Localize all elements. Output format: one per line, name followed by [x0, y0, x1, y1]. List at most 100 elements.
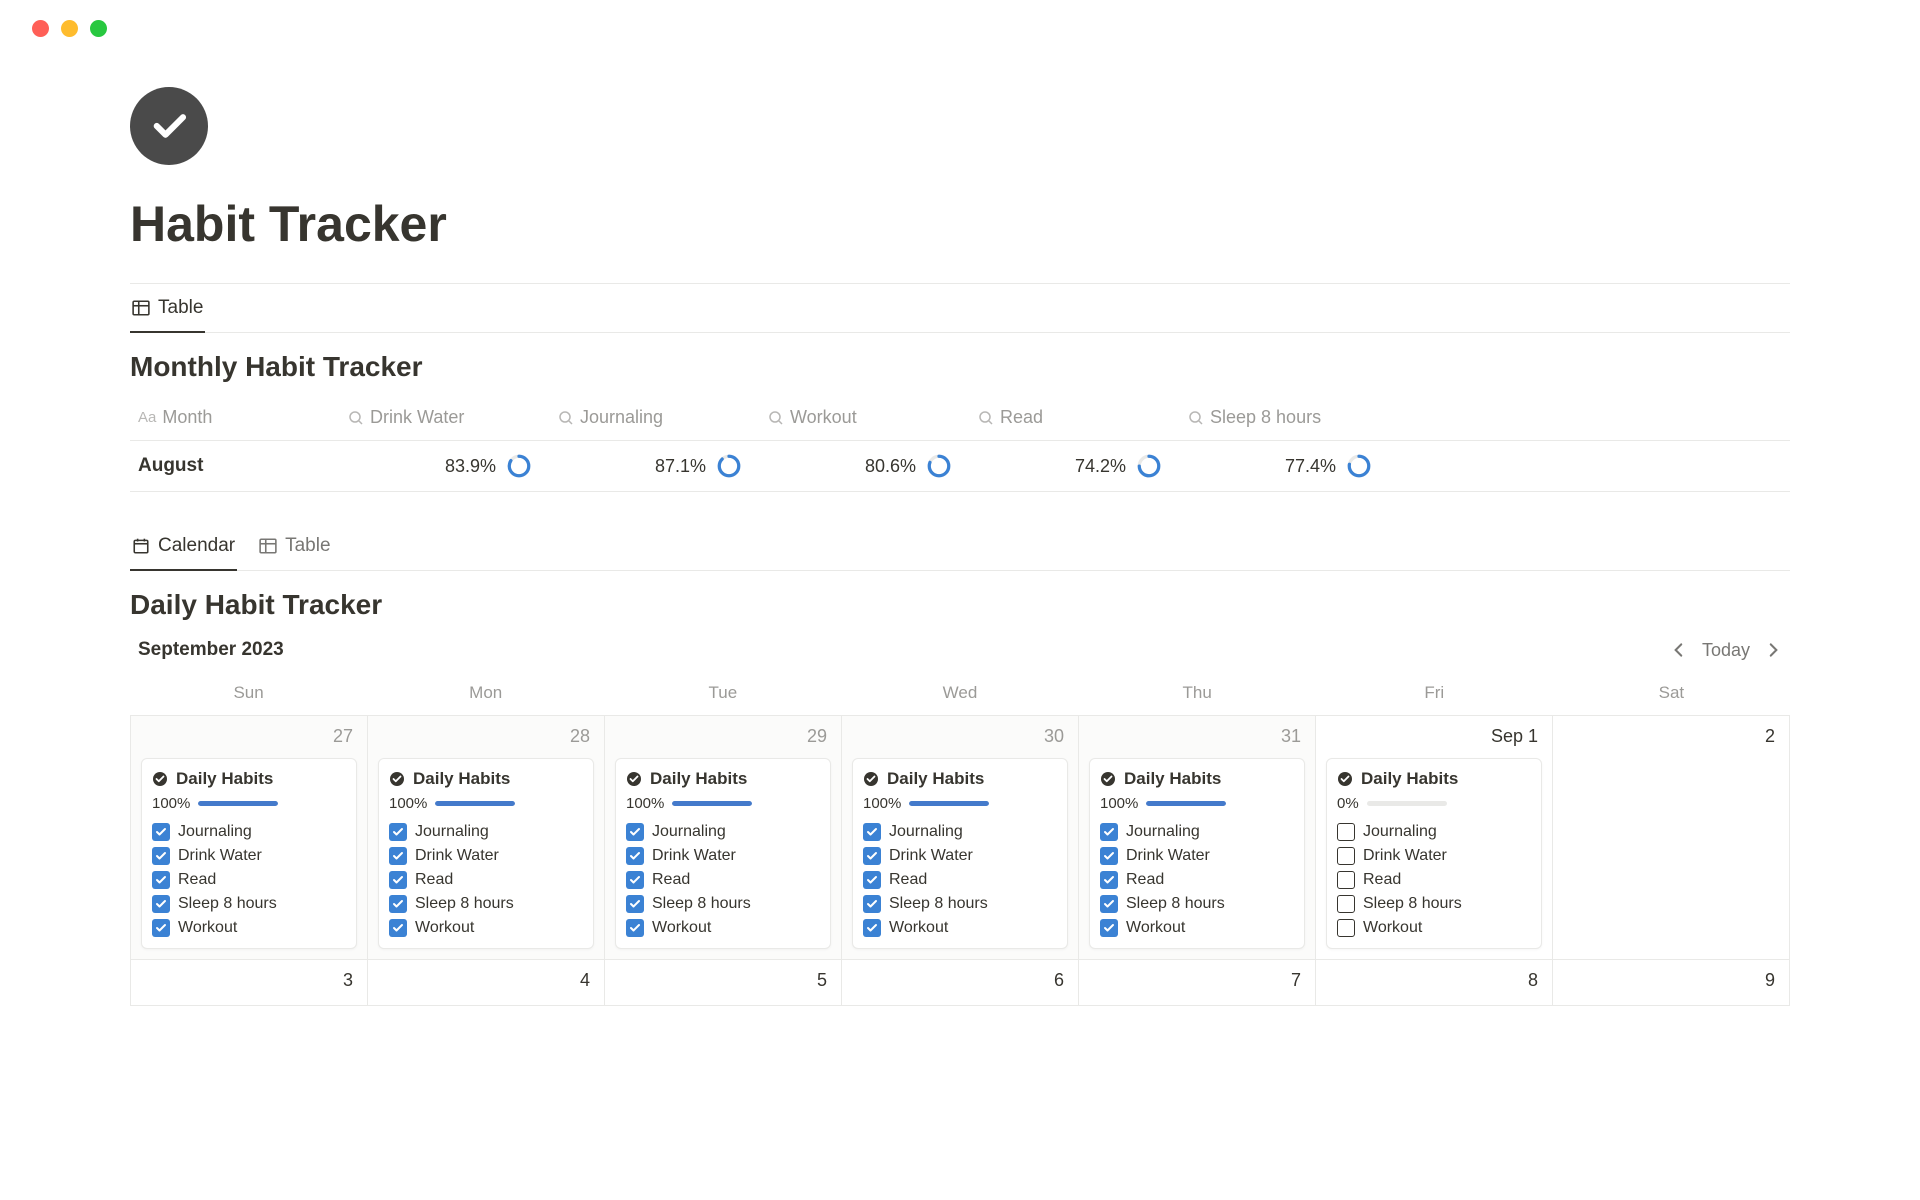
calendar-cell[interactable]: 30 Daily Habits 100% JournalingDrink Wat…: [842, 716, 1079, 960]
date-label: 5: [817, 970, 827, 991]
daily-habits-card[interactable]: Daily Habits 100% JournalingDrink WaterR…: [141, 758, 357, 949]
calendar-cell[interactable]: 3: [131, 960, 368, 1006]
checkbox-checked[interactable]: [1100, 895, 1118, 913]
calendar-cell[interactable]: 7: [1079, 960, 1316, 1006]
calendar-cell[interactable]: 28 Daily Habits 100% JournalingDrink Wat…: [368, 716, 605, 960]
col-workout[interactable]: Workout: [760, 403, 970, 432]
checkbox-unchecked[interactable]: [1337, 847, 1355, 865]
tab-label: Table: [285, 535, 330, 557]
col-read[interactable]: Read: [970, 403, 1180, 432]
checkbox-checked[interactable]: [863, 871, 881, 889]
checkbox-checked[interactable]: [626, 823, 644, 841]
calendar-cell[interactable]: Sep 1 Daily Habits 0% JournalingDrink Wa…: [1316, 716, 1553, 960]
checkbox-checked[interactable]: [1100, 847, 1118, 865]
chevron-left-icon[interactable]: [1670, 641, 1688, 659]
weekday-label: Sun: [130, 677, 367, 709]
calendar-cell[interactable]: 6: [842, 960, 1079, 1006]
habit-label: Sleep 8 hours: [178, 895, 277, 913]
calendar-cell[interactable]: 5: [605, 960, 842, 1006]
weekday-label: Tue: [604, 677, 841, 709]
checkbox-checked[interactable]: [389, 871, 407, 889]
habit-label: Workout: [415, 919, 474, 937]
checkbox-checked[interactable]: [152, 895, 170, 913]
date-label: 30: [1044, 726, 1064, 747]
habit-label: Read: [1363, 871, 1401, 889]
today-button[interactable]: Today: [1702, 640, 1750, 661]
progress-label: 0%: [1337, 795, 1359, 812]
card-title: Daily Habits: [413, 769, 510, 789]
calendar-cell[interactable]: 27 Daily Habits 100% JournalingDrink Wat…: [131, 716, 368, 960]
progress-track: [909, 801, 989, 806]
page-icon[interactable]: [130, 87, 208, 165]
table-icon: [259, 537, 277, 555]
habit-label: Workout: [1363, 919, 1422, 937]
checkbox-unchecked[interactable]: [1337, 895, 1355, 913]
calendar-cell[interactable]: 31 Daily Habits 100% JournalingDrink Wat…: [1079, 716, 1316, 960]
checkbox-checked[interactable]: [1100, 871, 1118, 889]
table-row[interactable]: August 83.9% 87.1% 80.6% 74.2%: [130, 441, 1790, 492]
minimize-window[interactable]: [61, 20, 78, 37]
checkbox-checked[interactable]: [863, 895, 881, 913]
checkbox-checked[interactable]: [1100, 919, 1118, 937]
checkbox-checked[interactable]: [389, 823, 407, 841]
checkbox-checked[interactable]: [626, 919, 644, 937]
card-title: Daily Habits: [176, 769, 273, 789]
date-label: 8: [1528, 970, 1538, 991]
checkbox-checked[interactable]: [863, 823, 881, 841]
checkbox-checked[interactable]: [152, 919, 170, 937]
progress-row: 100%: [152, 795, 346, 812]
checkbox-checked[interactable]: [626, 895, 644, 913]
checkbox-checked[interactable]: [863, 919, 881, 937]
card-header: Daily Habits: [152, 769, 346, 789]
calendar-nav: Today: [1670, 640, 1782, 661]
chevron-right-icon[interactable]: [1764, 641, 1782, 659]
col-label: Workout: [790, 407, 857, 428]
checkbox-unchecked[interactable]: [1337, 919, 1355, 937]
calendar-grid: 2 7 Daily Habits 100% JournalingDrink Wat…: [130, 715, 1790, 1006]
tab-table-daily[interactable]: Table: [257, 523, 332, 571]
daily-habits-card[interactable]: Daily Habits 100% JournalingDrink WaterR…: [615, 758, 831, 949]
calendar-cell[interactable]: 8: [1316, 960, 1553, 1006]
habit-item: Workout: [1337, 916, 1531, 940]
daily-habits-card[interactable]: Daily Habits 0% JournalingDrink WaterRea…: [1326, 758, 1542, 949]
maximize-window[interactable]: [90, 20, 107, 37]
checkbox-checked[interactable]: [152, 847, 170, 865]
checkbox-checked[interactable]: [863, 847, 881, 865]
calendar-cell[interactable]: 9: [1553, 960, 1790, 1006]
calendar-cell[interactable]: 29 Daily Habits 100% JournalingDrink Wat…: [605, 716, 842, 960]
daily-habits-card[interactable]: Daily Habits 100% JournalingDrink WaterR…: [852, 758, 1068, 949]
progress-track: [672, 801, 752, 806]
checkbox-checked[interactable]: [389, 919, 407, 937]
checkbox-checked[interactable]: [626, 847, 644, 865]
close-window[interactable]: [32, 20, 49, 37]
date-label: 2: [1765, 726, 1775, 747]
tab-table-monthly[interactable]: Table: [130, 285, 205, 333]
search-icon: [978, 410, 994, 426]
daily-view-tabs: Calendar Table: [130, 522, 1790, 571]
calendar-month-label: September 2023: [138, 639, 284, 661]
habit-item: Sleep 8 hours: [1100, 892, 1294, 916]
col-month[interactable]: Aa Month: [130, 403, 340, 432]
checkbox-checked[interactable]: [152, 871, 170, 889]
checkbox-checked[interactable]: [389, 895, 407, 913]
col-drink-water[interactable]: Drink Water: [340, 403, 550, 432]
checkbox-checked[interactable]: [1100, 823, 1118, 841]
page-title: Habit Tracker: [130, 195, 1790, 253]
cell-month: August: [130, 451, 340, 481]
checkbox-unchecked[interactable]: [1337, 823, 1355, 841]
habit-item: Drink Water: [1100, 844, 1294, 868]
weekday-label: Thu: [1079, 677, 1316, 709]
daily-habits-card[interactable]: Daily Habits 100% JournalingDrink WaterR…: [1089, 758, 1305, 949]
checkbox-checked[interactable]: [389, 847, 407, 865]
habit-item: Drink Water: [389, 844, 583, 868]
col-sleep[interactable]: Sleep 8 hours: [1180, 403, 1390, 432]
checkbox-checked[interactable]: [152, 823, 170, 841]
checkbox-checked[interactable]: [626, 871, 644, 889]
tab-calendar[interactable]: Calendar: [130, 523, 237, 571]
checkbox-unchecked[interactable]: [1337, 871, 1355, 889]
col-label: Journaling: [580, 407, 663, 428]
calendar-cell[interactable]: 4: [368, 960, 605, 1006]
daily-habits-card[interactable]: Daily Habits 100% JournalingDrink WaterR…: [378, 758, 594, 949]
calendar-cell[interactable]: 2: [1553, 716, 1790, 960]
col-journaling[interactable]: Journaling: [550, 403, 760, 432]
